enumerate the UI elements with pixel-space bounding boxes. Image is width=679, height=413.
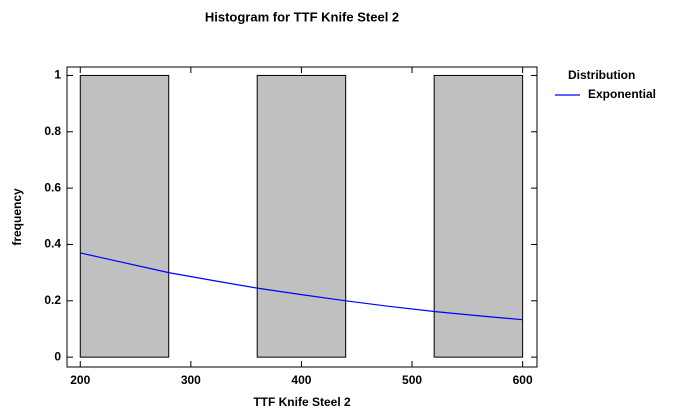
x-tick-label: 400 xyxy=(291,373,311,387)
y-tick-label: 0.6 xyxy=(44,180,61,194)
y-tick-label: 0.8 xyxy=(44,124,61,138)
y-axis-label: frequency xyxy=(10,188,24,246)
legend-label: Exponential xyxy=(588,87,656,101)
y-tick-label: 0.4 xyxy=(44,237,61,251)
y-tick-label: 0.2 xyxy=(44,293,61,307)
x-tick-label: 200 xyxy=(70,373,90,387)
x-axis-label: TTF Knife Steel 2 xyxy=(253,395,351,409)
bar xyxy=(256,74,347,358)
y-tick-label: 1 xyxy=(54,68,61,82)
legend-title: Distribution xyxy=(568,68,635,82)
bar xyxy=(79,74,170,358)
x-tick-label: 300 xyxy=(181,373,201,387)
chart-title: Histogram for TTF Knife Steel 2 xyxy=(205,9,399,24)
bar xyxy=(433,74,524,358)
y-tick-label: 0 xyxy=(54,349,61,363)
x-tick-label: 500 xyxy=(402,373,422,387)
plot-frame xyxy=(66,66,538,368)
fit-line xyxy=(80,252,523,321)
x-tick-label: 600 xyxy=(513,373,533,387)
